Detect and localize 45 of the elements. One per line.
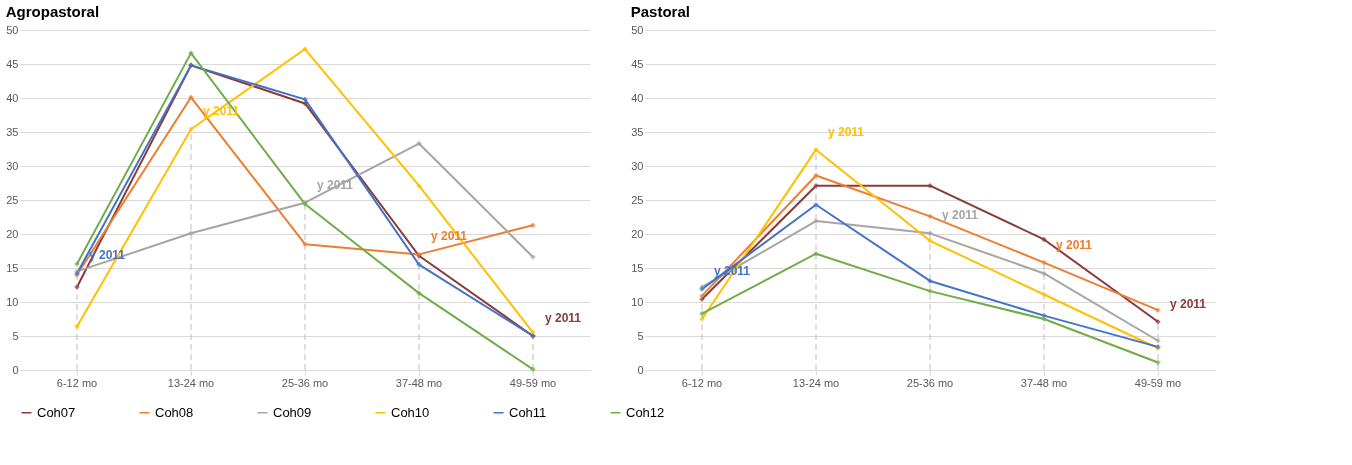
y-tick-label: 25 [6, 193, 19, 206]
x-tick-label: 25-36 mo [906, 376, 954, 389]
y-tick-label: 0 [12, 363, 19, 376]
x-tick-label: 49-59 mo [509, 376, 557, 389]
legend-label: Coh09 [273, 404, 312, 420]
legend-label: Coh07 [37, 404, 76, 420]
legend-label: Coh10 [391, 404, 430, 420]
legend-label: Coh12 [626, 404, 665, 420]
y-tick-label: 15 [6, 261, 19, 274]
x-tick-label: 6-12 mo [56, 376, 98, 389]
x-tick-label: 25-36 mo [281, 376, 329, 389]
x-tick-label: 37-48 mo [1020, 376, 1068, 389]
x-tick-label: 49-59 mo [1134, 376, 1182, 389]
x-tick-label: 13-24 mo [792, 376, 840, 389]
y-tick-label: 35 [631, 125, 644, 138]
annotation: y 2011 [1056, 237, 1093, 252]
y-tick-label: 5 [12, 329, 19, 342]
annotation: y 2011 [1170, 296, 1207, 311]
y-tick-label: 0 [637, 363, 644, 376]
y-tick-label: 50 [631, 23, 644, 36]
y-tick-label: 20 [631, 227, 644, 240]
x-tick-label: 37-48 mo [395, 376, 443, 389]
y-tick-label: 30 [631, 159, 644, 172]
y-tick-label: 5 [637, 329, 644, 342]
chart-title: Pastoral [630, 3, 690, 20]
y-tick-label: 30 [6, 159, 19, 172]
annotation: y 2011 [545, 311, 582, 325]
y-tick-label: 45 [6, 57, 19, 70]
annotation: y 2011 [828, 124, 865, 139]
y-tick-label: 10 [6, 295, 19, 308]
y-tick-label: 25 [631, 193, 644, 206]
x-tick-label: 6-12 mo [681, 376, 723, 389]
y-tick-label: 35 [6, 125, 19, 138]
y-tick-label: 10 [631, 295, 644, 308]
y-tick-label: 50 [6, 23, 19, 36]
y-tick-label: 40 [631, 91, 644, 104]
y-tick-label: 45 [631, 57, 644, 70]
y-tick-label: 15 [631, 261, 644, 274]
chart-title: Agropastoral [5, 3, 100, 20]
y-tick-label: 40 [6, 91, 19, 104]
y-tick-label: 20 [6, 227, 19, 240]
x-tick-label: 13-24 mo [167, 376, 215, 389]
annotation: y 2011 [942, 208, 979, 223]
legend-label: Coh11 [509, 404, 547, 420]
legend-label: Coh08 [155, 404, 194, 420]
